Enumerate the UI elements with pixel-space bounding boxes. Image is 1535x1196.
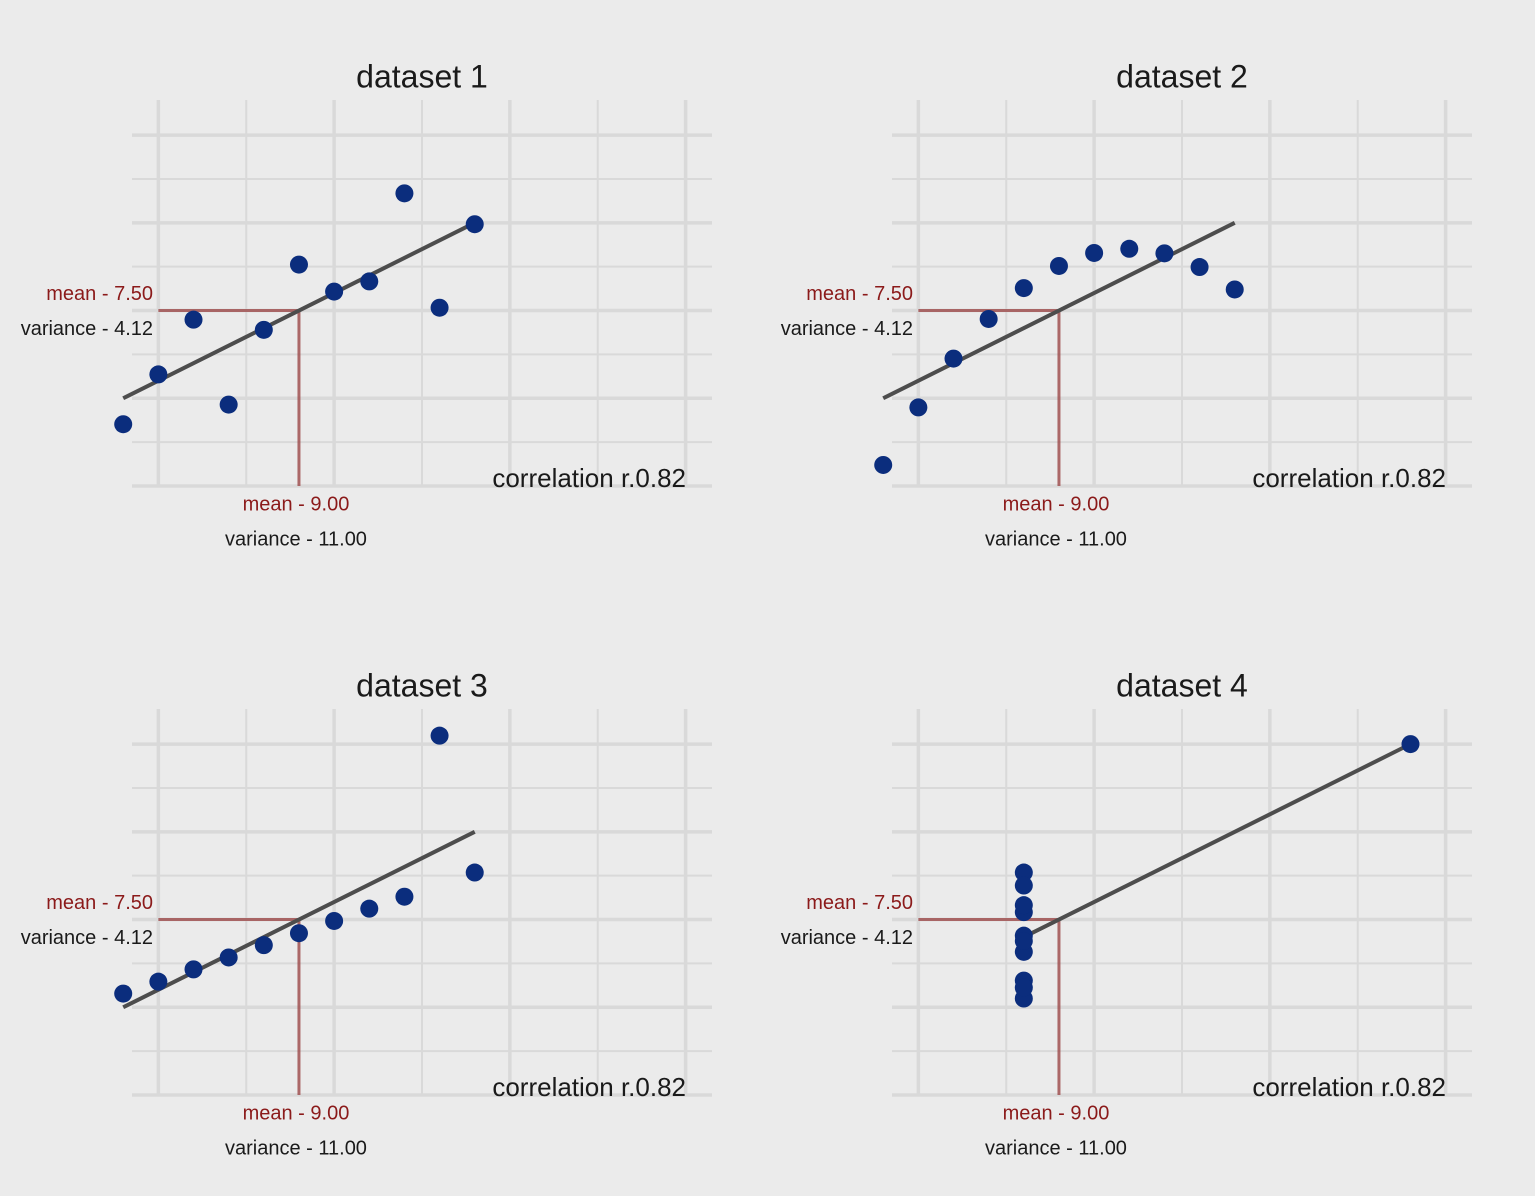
chart-title: dataset 1 — [356, 58, 488, 94]
point — [1401, 735, 1420, 754]
x-mean-label: mean - 9.00 — [1003, 493, 1110, 515]
point — [254, 320, 273, 339]
point — [944, 349, 963, 368]
point — [430, 726, 449, 745]
y-variance-label: variance - 4.12 — [781, 318, 913, 340]
chart-title: dataset 4 — [1116, 667, 1248, 703]
point — [874, 455, 893, 474]
y-mean-label: mean - 7.50 — [806, 892, 913, 914]
regression-line — [882, 221, 1236, 401]
point — [184, 310, 203, 329]
point — [979, 309, 998, 328]
point — [1014, 896, 1033, 915]
point — [360, 899, 379, 918]
regression-line — [122, 830, 476, 1010]
point — [1014, 978, 1033, 997]
x-mean-label: mean - 9.00 — [243, 1102, 350, 1124]
point — [1225, 280, 1244, 299]
y-variance-label: variance - 4.12 — [21, 318, 153, 340]
regression-line — [122, 221, 476, 401]
point — [395, 184, 414, 203]
y-mean-label: mean - 7.50 — [806, 283, 913, 305]
point — [1014, 931, 1033, 950]
x-mean-label: mean - 9.00 — [243, 493, 350, 515]
correlation-label: correlation r.0.82 — [1252, 463, 1446, 493]
point — [184, 960, 203, 979]
point — [219, 948, 238, 967]
x-variance-label: variance - 11.00 — [985, 528, 1127, 550]
correlation-label: correlation r.0.82 — [492, 463, 686, 493]
y-variance-label: variance - 4.12 — [781, 927, 913, 949]
correlation-label: correlation r.0.82 — [492, 1072, 686, 1102]
y-mean-label: mean - 7.50 — [46, 283, 153, 305]
point — [1049, 256, 1068, 275]
point — [219, 395, 238, 414]
x-variance-label: variance - 11.00 — [225, 528, 367, 550]
regression-line — [1022, 742, 1412, 939]
point — [1155, 244, 1174, 263]
point — [430, 298, 449, 317]
point — [1014, 876, 1033, 895]
y-mean-label: mean - 7.50 — [46, 892, 153, 914]
chart-title: dataset 2 — [1116, 58, 1248, 94]
point — [149, 972, 168, 991]
point — [1120, 239, 1139, 258]
point — [289, 924, 308, 943]
point — [465, 215, 484, 234]
y-variance-label: variance - 4.12 — [21, 927, 153, 949]
point — [325, 911, 344, 930]
point — [254, 936, 273, 955]
point — [1014, 279, 1033, 298]
point — [1085, 243, 1104, 262]
point — [149, 365, 168, 384]
correlation-label: correlation r.0.82 — [1252, 1072, 1446, 1102]
x-variance-label: variance - 11.00 — [225, 1137, 367, 1159]
point — [114, 984, 133, 1003]
point — [465, 863, 484, 882]
point — [114, 415, 133, 434]
point — [909, 398, 928, 417]
point — [395, 887, 414, 906]
point — [1190, 258, 1209, 277]
chart-title: dataset 3 — [356, 667, 488, 703]
x-mean-label: mean - 9.00 — [1003, 1102, 1110, 1124]
point — [360, 272, 379, 291]
point — [1014, 863, 1033, 882]
x-variance-label: variance - 11.00 — [985, 1137, 1127, 1159]
point — [325, 282, 344, 301]
point — [289, 255, 308, 274]
